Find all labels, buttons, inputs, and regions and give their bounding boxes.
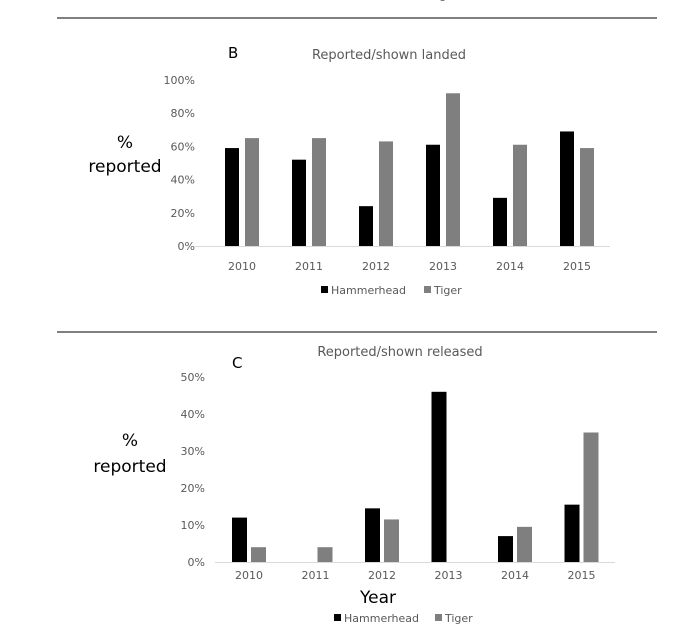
legend-label-hammerhead: Hammerhead: [331, 284, 406, 297]
bar-hammerhead-2013: [431, 391, 447, 562]
bar-tiger-2015: [583, 432, 599, 562]
bar-hammerhead-2012: [365, 508, 380, 562]
x-tick-label: 2010: [228, 260, 256, 273]
x-tick-label: 2013: [429, 260, 457, 273]
x-tick-label: 2014: [496, 260, 524, 273]
y-tick-label: 40%: [181, 408, 205, 421]
chart-title: Reported/shown landed: [312, 48, 466, 63]
x-tick-label: 2013: [435, 569, 463, 582]
legend-swatch-tiger: [435, 614, 442, 621]
y-tick-label: 40%: [171, 174, 195, 187]
y-axis-label: reported: [88, 157, 161, 177]
bar-hammerhead-2014: [498, 536, 513, 562]
legend-label-tiger: Tiger: [433, 284, 462, 297]
bar-tiger-2013: [446, 93, 460, 246]
y-tick-label: 80%: [171, 107, 195, 120]
bar-hammerhead-2010: [232, 517, 247, 562]
y-tick-label: 100%: [164, 74, 195, 87]
bar-tiger-2012: [384, 519, 399, 562]
y-tick-label: 30%: [181, 445, 205, 458]
legend-swatch-hammerhead: [321, 286, 328, 293]
x-tick-label: 2011: [302, 569, 330, 582]
x-tick-label: 2011: [295, 260, 323, 273]
y-tick-label: 20%: [171, 207, 195, 220]
bar-tiger-2015: [580, 148, 594, 246]
legend-swatch-hammerhead: [334, 614, 341, 621]
bar-tiger-2011: [312, 138, 326, 246]
y-tick-label: 50%: [181, 371, 205, 384]
x-tick-label: 2010: [235, 569, 263, 582]
legend-label-tiger: Tiger: [444, 612, 473, 625]
top-legend-label-tiger: Tiger: [429, 0, 458, 2]
bar-hammerhead-2015: [564, 504, 580, 562]
x-tick-label: 2015: [568, 569, 596, 582]
bar-tiger-2011: [317, 547, 333, 562]
chart-title: Reported/shown released: [317, 345, 482, 360]
y-axis-label: %: [117, 133, 133, 153]
y-tick-label: 0%: [178, 240, 195, 253]
y-tick-label: 0%: [188, 556, 205, 569]
panel-label: C: [232, 354, 242, 372]
legend-label-hammerhead: Hammerhead: [344, 612, 419, 625]
bar-tiger-2014: [513, 144, 527, 246]
y-tick-label: 60%: [171, 140, 195, 153]
y-tick-label: 20%: [181, 482, 205, 495]
bar-hammerhead-2015: [560, 131, 574, 246]
bar-hammerhead-2014: [493, 197, 507, 246]
x-axis-label: Year: [359, 588, 396, 608]
y-tick-label: 10%: [181, 519, 205, 532]
bar-tiger-2014: [517, 526, 532, 562]
panel-label: B: [228, 44, 238, 62]
legend-swatch-tiger: [424, 286, 431, 293]
x-tick-label: 2015: [563, 260, 591, 273]
top-legend-label-hammerhead: Hammerhead: [330, 0, 405, 2]
bar-hammerhead-2013: [426, 144, 440, 246]
bar-tiger-2010: [245, 138, 259, 246]
x-tick-label: 2012: [368, 569, 396, 582]
bar-tiger-2012: [379, 141, 393, 246]
bar-hammerhead-2010: [225, 148, 239, 246]
bar-hammerhead-2011: [292, 159, 306, 246]
y-axis-label: %: [122, 431, 138, 451]
y-axis-label: reported: [93, 457, 166, 477]
bar-hammerhead-2012: [359, 206, 373, 246]
x-tick-label: 2014: [501, 569, 529, 582]
x-tick-label: 2012: [362, 260, 390, 273]
bar-tiger-2010: [251, 547, 266, 562]
